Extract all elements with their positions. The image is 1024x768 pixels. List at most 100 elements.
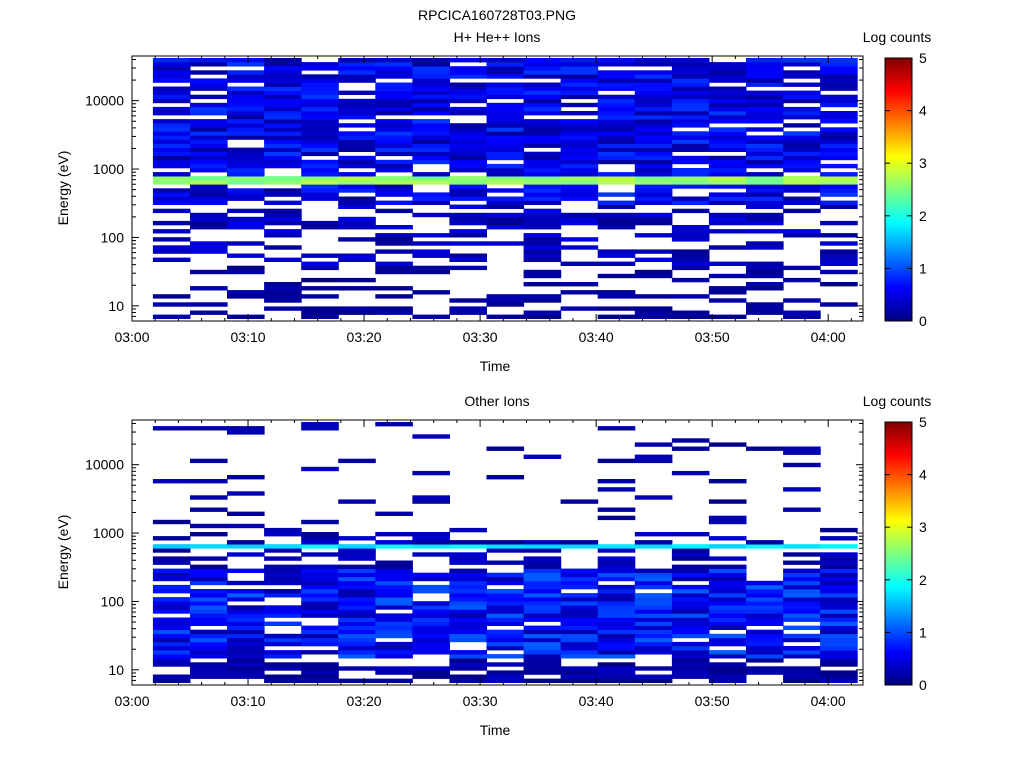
heatmap-cell bbox=[708, 654, 747, 659]
heatmap-cell bbox=[486, 119, 525, 124]
heatmap-cell bbox=[412, 609, 450, 614]
heatmap-cell bbox=[227, 540, 265, 545]
heatmap-cell bbox=[227, 597, 265, 602]
heatmap-cell bbox=[190, 666, 228, 671]
heatmap-cell bbox=[375, 613, 413, 618]
heatmap-cell bbox=[264, 86, 302, 91]
heatmap-cell bbox=[486, 613, 525, 618]
heatmap-cell bbox=[783, 188, 821, 193]
heatmap-cell bbox=[746, 102, 784, 108]
heatmap-cell bbox=[523, 605, 562, 610]
heatmap-cell bbox=[783, 168, 821, 173]
heatmap-cell bbox=[190, 94, 228, 100]
heatmap-cell bbox=[338, 625, 376, 630]
heatmap-cell bbox=[597, 147, 636, 152]
heatmap-cell bbox=[597, 576, 636, 582]
heatmap-cell bbox=[338, 597, 376, 602]
heatmap-cell bbox=[523, 151, 562, 157]
heatmap-cell bbox=[597, 560, 636, 565]
heatmap-cell bbox=[746, 155, 784, 161]
heatmap-cell bbox=[449, 151, 487, 157]
heatmap-cell bbox=[597, 176, 636, 181]
heatmap-cell bbox=[634, 151, 673, 157]
heatmap-cell bbox=[708, 159, 747, 165]
heatmap-cell bbox=[597, 306, 636, 311]
heatmap-cell bbox=[783, 584, 821, 590]
heatmap-cell bbox=[708, 613, 747, 618]
heatmap-cell bbox=[597, 507, 636, 512]
heatmap-cell bbox=[783, 233, 821, 238]
heatmap-cell bbox=[412, 147, 450, 152]
heatmap-cell bbox=[523, 176, 562, 181]
heatmap-cell bbox=[597, 119, 636, 124]
heatmap-cell bbox=[671, 544, 710, 549]
heatmap-cell bbox=[671, 111, 710, 116]
heatmap-cell bbox=[152, 143, 191, 148]
heatmap-cell bbox=[152, 654, 191, 659]
heatmap-cell bbox=[449, 597, 487, 602]
heatmap-cell bbox=[560, 119, 599, 124]
heatmap-cell bbox=[227, 666, 265, 671]
heatmap-cell bbox=[449, 106, 487, 112]
heatmap-cell bbox=[783, 151, 821, 157]
heatmap-cell bbox=[671, 650, 710, 655]
heatmap-cell bbox=[412, 290, 450, 295]
heatmap-cell bbox=[820, 94, 858, 100]
plot-frame bbox=[131, 55, 864, 322]
heatmap-cell bbox=[301, 78, 339, 83]
heatmap-cell bbox=[190, 646, 228, 651]
heatmap-cell bbox=[412, 196, 450, 201]
heatmap-cell bbox=[486, 147, 525, 152]
heatmap-cell bbox=[152, 74, 191, 79]
heatmap-cell bbox=[227, 196, 265, 201]
heatmap-cell bbox=[375, 237, 413, 242]
heatmap-cell bbox=[301, 94, 339, 100]
heatmap-cell bbox=[597, 458, 636, 464]
heatmap-cell bbox=[375, 269, 413, 275]
heatmap-cell bbox=[597, 625, 636, 630]
heatmap-cell bbox=[634, 641, 673, 647]
heatmap-cell bbox=[338, 580, 376, 586]
heatmap-cell bbox=[560, 601, 599, 606]
heatmap-cell bbox=[597, 273, 636, 279]
heatmap-cell bbox=[264, 286, 302, 291]
heatmap-cell bbox=[523, 106, 562, 112]
heatmap-cell bbox=[375, 589, 413, 594]
heatmap-cell bbox=[708, 168, 747, 173]
heatmap-cell bbox=[486, 641, 525, 647]
heatmap-cell bbox=[746, 139, 784, 144]
heatmap-cell bbox=[190, 593, 228, 598]
heatmap-cell bbox=[412, 625, 450, 630]
heatmap-cell bbox=[634, 601, 673, 606]
heatmap-cell bbox=[152, 601, 191, 606]
heatmap-cell bbox=[597, 253, 636, 258]
heatmap-cell bbox=[597, 139, 636, 144]
heatmap-cell bbox=[152, 658, 191, 663]
heatmap-cell bbox=[597, 294, 636, 299]
heatmap-cell bbox=[746, 654, 784, 659]
heatmap-cell bbox=[597, 670, 636, 675]
heatmap-cell bbox=[264, 180, 302, 185]
heatmap-cell bbox=[449, 86, 487, 91]
heatmap-cell bbox=[227, 580, 265, 586]
heatmap-cell bbox=[338, 499, 376, 504]
heatmap-cell bbox=[708, 216, 747, 222]
heatmap-cell bbox=[708, 86, 747, 91]
heatmap-cell bbox=[708, 94, 747, 100]
heatmap-cell bbox=[746, 613, 784, 618]
heatmap-cell bbox=[449, 576, 487, 582]
heatmap-cell bbox=[634, 98, 673, 104]
heatmap-cell bbox=[783, 572, 821, 578]
heatmap-cell bbox=[597, 629, 636, 635]
heatmap-cell bbox=[375, 159, 413, 165]
heatmap-cell bbox=[190, 127, 228, 132]
heatmap-cell bbox=[449, 556, 487, 561]
heatmap-cell bbox=[523, 168, 562, 173]
heatmap-cell bbox=[486, 90, 525, 95]
heatmap-cell bbox=[597, 597, 636, 602]
heatmap-cell bbox=[783, 147, 821, 152]
heatmap-cell bbox=[523, 102, 562, 108]
heatmap-cell bbox=[412, 111, 450, 116]
heatmap-cell bbox=[152, 172, 191, 177]
heatmap-cell bbox=[264, 580, 302, 586]
